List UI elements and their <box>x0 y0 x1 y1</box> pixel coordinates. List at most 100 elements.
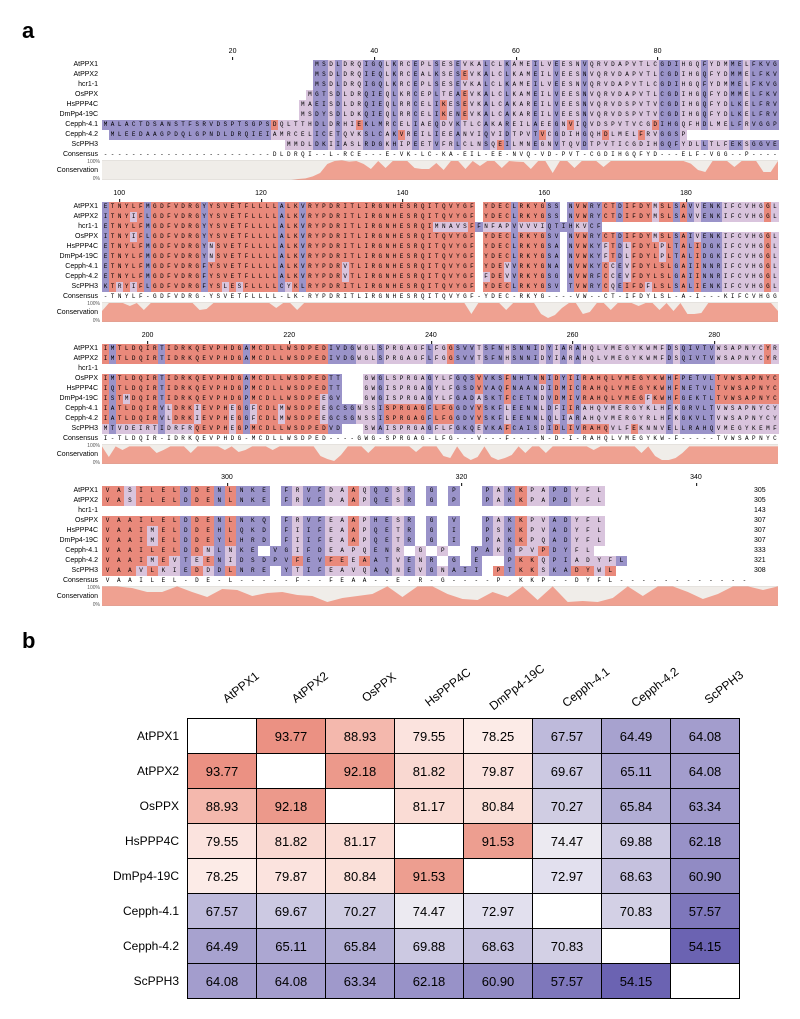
alignment-row: Cepph-4.2IATLDQIRVLDRKIEVPHEGGFCDLMWSDPE… <box>36 414 778 424</box>
alignment-row: DmPp4-19CVAAIMELDDEYLHRDFIIFEAAPQETRGIPA… <box>36 536 778 546</box>
matrix-cell: 78.25 <box>188 859 257 894</box>
alignment-row: OsPPXVAAILELDDENLNKQFRVFEAAPHESRGVPAKKPV… <box>36 516 778 526</box>
matrix-cell: 79.55 <box>188 824 257 859</box>
matrix-cell: 69.88 <box>602 824 671 859</box>
matrix-cell: 64.08 <box>257 964 326 999</box>
alignment-block: 200220240260280AtPPX1IMTLDQIRTIDRKQEVPHD… <box>36 332 778 464</box>
row-label: Cepph-4.1 <box>36 262 102 272</box>
matrix-cell: 78.25 <box>464 719 533 754</box>
alignment-block: 20406080AtPPX1MSDLDRQIGQLKRCEPLSESEVKALC… <box>36 48 778 180</box>
matrix-cell: 93.77 <box>188 754 257 789</box>
row-label: Cepph-4.1 <box>36 404 102 414</box>
matrix-cell: 88.93 <box>326 719 395 754</box>
matrix-row-header: HsPPP4C <box>112 824 188 859</box>
row-label: Cepph-4.1 <box>36 546 102 556</box>
matrix-cell: 70.83 <box>602 894 671 929</box>
alignment-row: AtPPX2IMTLDQIRTIDRKQEVPHDGAMCDLLWSDPEDIV… <box>36 354 778 364</box>
matrix-row-header: OsPPX <box>112 789 188 824</box>
row-label: Cepph-4.2 <box>36 130 102 140</box>
matrix-cell: 68.63 <box>602 859 671 894</box>
matrix-cell: 70.27 <box>326 894 395 929</box>
row-label: OsPPX <box>36 90 102 100</box>
alignment-row: OsPPXIMTLDQIRTIDRKQEVPHDGAMCDLLWSDPEDTTG… <box>36 374 778 384</box>
alignment-row: hcr1-1ETNYLFMGDFVDRGYYSVETFLLLLALKVRYPDR… <box>36 222 778 232</box>
matrix-cell: 65.11 <box>257 929 326 964</box>
row-label: DmPp4-19C <box>36 110 102 120</box>
matrix-cell: 60.90 <box>671 859 740 894</box>
row-label: OsPPX <box>36 374 102 384</box>
row-label: Cepph-4.2 <box>36 414 102 424</box>
alignment-row: OsPPXITNYIFLGDFVDRGYYSVETFLLLLALKVRYPDRI… <box>36 232 778 242</box>
row-label: AtPPX2 <box>36 496 102 506</box>
row-label: ScPPH3 <box>36 424 102 434</box>
similarity-matrix: AtPPX1AtPPX2OsPPXHsPPP4CDmPp4-19CCepph-4… <box>112 658 740 999</box>
matrix-row-header: AtPPX1 <box>112 719 188 754</box>
alignment-row: ScPPH3MTVDEIRTIDRFRQEVPHEGPMCDLLWSDPEDVD… <box>36 424 778 434</box>
alignment-row: hcr1-1143 <box>36 506 778 516</box>
alignment-row: hcr1-1MSDLDRQIGQLKRCEPLSESEVKALCLKAMEILV… <box>36 80 778 90</box>
matrix-cell: 81.17 <box>326 824 395 859</box>
matrix-cell: 70.27 <box>533 789 602 824</box>
matrix-cell: 79.55 <box>395 719 464 754</box>
row-label: AtPPX1 <box>36 60 102 70</box>
matrix-cell: 65.84 <box>326 929 395 964</box>
matrix-row: Cepph-4.264.4965.1165.8469.8868.6370.835… <box>112 929 740 964</box>
matrix-cell: 63.34 <box>671 789 740 824</box>
matrix-cell: 79.87 <box>257 859 326 894</box>
matrix-cell <box>533 894 602 929</box>
conservation-track: Conservation100%0% <box>36 444 778 464</box>
row-label: AtPPX1 <box>36 344 102 354</box>
alignment-row: Cepph-4.2VAAIMEVTEENIDSDPVFEVFEEAATVENRG… <box>36 556 778 566</box>
matrix-cell <box>395 824 464 859</box>
matrix-cell <box>464 859 533 894</box>
alignment-row: DmPp4-19CISTMDQIRTIDRKQEVPHDGPMCDLLWSDPE… <box>36 394 778 404</box>
matrix-col-header: AtPPX1 <box>188 658 257 719</box>
row-label: hcr1-1 <box>36 506 102 516</box>
row-label: ScPPH3 <box>36 282 102 292</box>
matrix-cell: 91.53 <box>395 859 464 894</box>
alignment-row: AtPPX1MSDLDRQIGQLKRCEPLSESEVKALCLKAMEILV… <box>36 60 778 70</box>
alignment-row: DmPp4-19CETNYLFMGDFVDRGYNSVETFLLLLALKVRY… <box>36 252 778 262</box>
matrix-cell: 62.18 <box>671 824 740 859</box>
alignment-row: AtPPX2VASILELDDENLNKEFRVFDAAPQESRGPPAKKP… <box>36 496 778 506</box>
row-label: HsPPP4C <box>36 526 102 536</box>
panel-a-label: a <box>22 18 778 44</box>
matrix-cell: 65.11 <box>602 754 671 789</box>
alignment-block: 100120140160180AtPPX1ETNYLFMGDFVDRGYYSVE… <box>36 190 778 322</box>
matrix-cell <box>602 929 671 964</box>
matrix-row: AtPPX293.7792.1881.8279.8769.6765.1164.0… <box>112 754 740 789</box>
panel-b-label: b <box>22 628 778 654</box>
row-label: AtPPX1 <box>36 486 102 496</box>
row-label: HsPPP4C <box>36 384 102 394</box>
row-label: AtPPX2 <box>36 70 102 80</box>
alignment-row: Cepph-4.2ETNYLFMGDFVDRGFYSVETFLLLLALKVRY… <box>36 272 778 282</box>
alignment-row: HsPPP4CMAEISDLDRQIEQLRRCELIKESEVKALCAKAR… <box>36 100 778 110</box>
matrix-cell: 74.47 <box>533 824 602 859</box>
matrix-row-header: Cepph-4.2 <box>112 929 188 964</box>
alignment-block: 300320340AtPPX1VASILELDDENLNKEFRVFDAAQQD… <box>36 474 778 606</box>
matrix-cell: 62.18 <box>395 964 464 999</box>
matrix-row: HsPPP4C79.5581.8281.1791.5374.4769.8862.… <box>112 824 740 859</box>
row-label: Cepph-4.1 <box>36 120 102 130</box>
alignment-row: AtPPX2ITNYIFLGDFVDRGYYSVETFLLLLALKVRYPDR… <box>36 212 778 222</box>
alignment-row: AtPPX1VASILELDDENLNKEFRVFDAAQQDSRGPPAKKP… <box>36 486 778 496</box>
matrix-cell: 72.97 <box>533 859 602 894</box>
matrix-cell: 88.93 <box>188 789 257 824</box>
matrix-row: AtPPX193.7788.9379.5578.2567.5764.4964.0… <box>112 719 740 754</box>
matrix-cell: 65.84 <box>602 789 671 824</box>
matrix-cell: 69.67 <box>257 894 326 929</box>
matrix-cell: 81.82 <box>257 824 326 859</box>
conservation-track: Conservation100%0% <box>36 586 778 606</box>
matrix-cell: 69.67 <box>533 754 602 789</box>
row-label: AtPPX2 <box>36 212 102 222</box>
matrix-cell: 57.57 <box>533 964 602 999</box>
alignment-row: HsPPP4CETNYLFMGDFVDRGYNSVETFLLLLALKVRYPD… <box>36 242 778 252</box>
alignment-row: Cepph-4.2MLEEDAAGPDQLGPNDLDRQIEIAMRCELIC… <box>36 130 778 140</box>
matrix-cell: 64.49 <box>188 929 257 964</box>
alignment-row: AtPPX2MSDLDRQIEQLKRCEALKSESEVKALCLKAMEIL… <box>36 70 778 80</box>
matrix-row-header: AtPPX2 <box>112 754 188 789</box>
alignment-row: ScPPH3KTRYIFLGDFVDRGFYSLESFLLLLCYKLRYPDR… <box>36 282 778 292</box>
matrix-cell: 64.08 <box>671 719 740 754</box>
matrix-cell <box>188 719 257 754</box>
matrix-row-header: ScPPH3 <box>112 964 188 999</box>
